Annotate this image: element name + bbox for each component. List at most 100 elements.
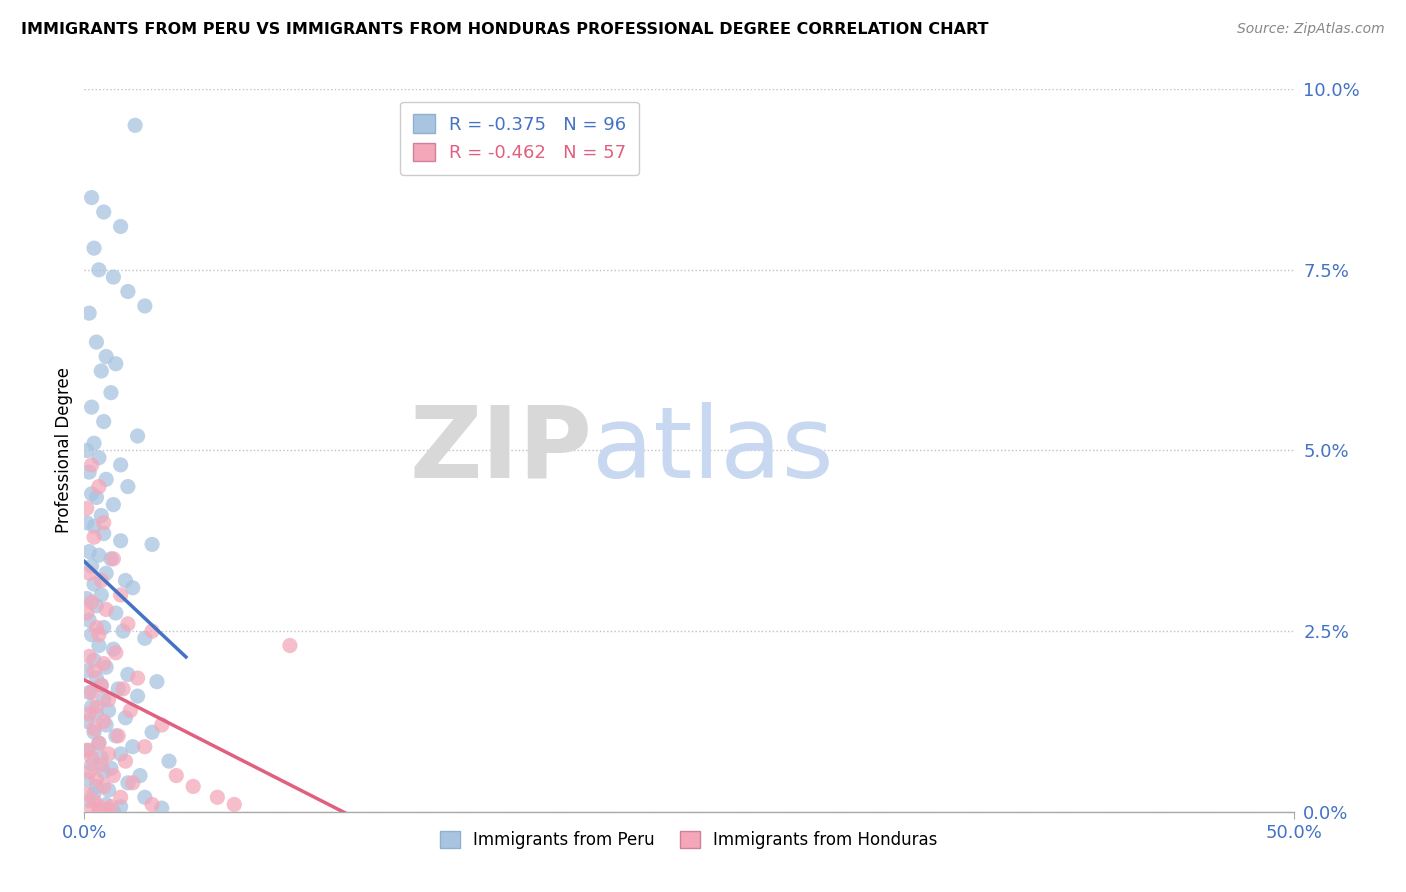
Point <box>94 660 117 674</box>
Point <box>86 671 108 685</box>
Point <box>80 802 103 816</box>
Point <box>77 544 100 558</box>
Point <box>93 780 115 794</box>
Point <box>86 599 108 613</box>
Point <box>114 711 136 725</box>
Point <box>110 747 132 761</box>
Legend: Immigrants from Peru, Immigrants from Honduras: Immigrants from Peru, Immigrants from Ho… <box>432 822 946 857</box>
Point <box>141 624 163 639</box>
Text: ZIP: ZIP <box>409 402 592 499</box>
Point <box>77 685 100 699</box>
Text: IMMIGRANTS FROM PERU VS IMMIGRANTS FROM HONDURAS PROFESSIONAL DEGREE CORRELATION: IMMIGRANTS FROM PERU VS IMMIGRANTS FROM … <box>21 22 988 37</box>
Point <box>83 436 105 450</box>
Point <box>117 667 139 681</box>
Point <box>94 350 117 364</box>
Point <box>127 429 149 443</box>
Point <box>87 548 110 562</box>
Point <box>146 674 169 689</box>
Point <box>83 787 105 801</box>
Point <box>127 671 149 685</box>
Point <box>134 299 156 313</box>
Point <box>77 794 100 808</box>
Point <box>87 799 110 814</box>
Point <box>104 729 127 743</box>
Point <box>87 628 110 642</box>
Point <box>141 537 163 551</box>
Point <box>77 566 100 581</box>
Point <box>90 574 112 588</box>
Point <box>97 747 120 761</box>
Point <box>83 725 105 739</box>
Point <box>134 739 156 754</box>
Point <box>104 646 127 660</box>
Point <box>86 700 108 714</box>
Point <box>112 624 135 639</box>
Point <box>83 577 105 591</box>
Point <box>90 508 112 523</box>
Point <box>87 262 110 277</box>
Point <box>86 772 108 787</box>
Point <box>80 700 103 714</box>
Point <box>77 649 100 664</box>
Point <box>97 692 120 706</box>
Point <box>93 764 115 779</box>
Point <box>124 118 146 132</box>
Point <box>90 678 112 692</box>
Point <box>76 606 98 620</box>
Point <box>86 491 108 505</box>
Point <box>80 400 103 414</box>
Point <box>93 205 115 219</box>
Point <box>103 270 125 285</box>
Point <box>86 334 108 349</box>
Point <box>83 722 105 736</box>
Point <box>165 769 187 783</box>
Point <box>100 761 122 775</box>
Point <box>94 472 117 486</box>
Point <box>93 526 115 541</box>
Point <box>104 357 127 371</box>
Point <box>83 794 105 808</box>
Point <box>83 664 105 678</box>
Point <box>114 754 136 768</box>
Point <box>127 689 149 703</box>
Point <box>76 501 98 516</box>
Point <box>93 415 115 429</box>
Point <box>114 574 136 588</box>
Point <box>90 364 112 378</box>
Point <box>103 804 125 818</box>
Point <box>80 458 103 472</box>
Point <box>76 664 98 678</box>
Point <box>93 714 115 729</box>
Point <box>87 639 110 653</box>
Point <box>104 606 127 620</box>
Point <box>87 803 110 817</box>
Point <box>100 385 122 400</box>
Point <box>93 692 115 706</box>
Point <box>134 790 156 805</box>
Point <box>80 628 103 642</box>
Point <box>76 516 98 530</box>
Point <box>117 285 139 299</box>
Point <box>181 780 204 794</box>
Point <box>110 790 132 805</box>
Point <box>80 559 103 574</box>
Point <box>83 519 105 533</box>
Point <box>103 642 125 657</box>
Point <box>103 769 125 783</box>
Point <box>83 653 105 667</box>
Point <box>80 750 103 764</box>
Point <box>90 588 112 602</box>
Point <box>157 754 180 768</box>
Y-axis label: Professional Degree: Professional Degree <box>55 368 73 533</box>
Point <box>100 799 122 814</box>
Point <box>93 657 115 671</box>
Point <box>86 707 108 722</box>
Point <box>134 632 156 646</box>
Point <box>80 595 103 609</box>
Point <box>100 551 122 566</box>
Point <box>87 736 110 750</box>
Point <box>77 743 100 757</box>
Point <box>103 551 125 566</box>
Point <box>87 736 110 750</box>
Point <box>86 780 108 794</box>
